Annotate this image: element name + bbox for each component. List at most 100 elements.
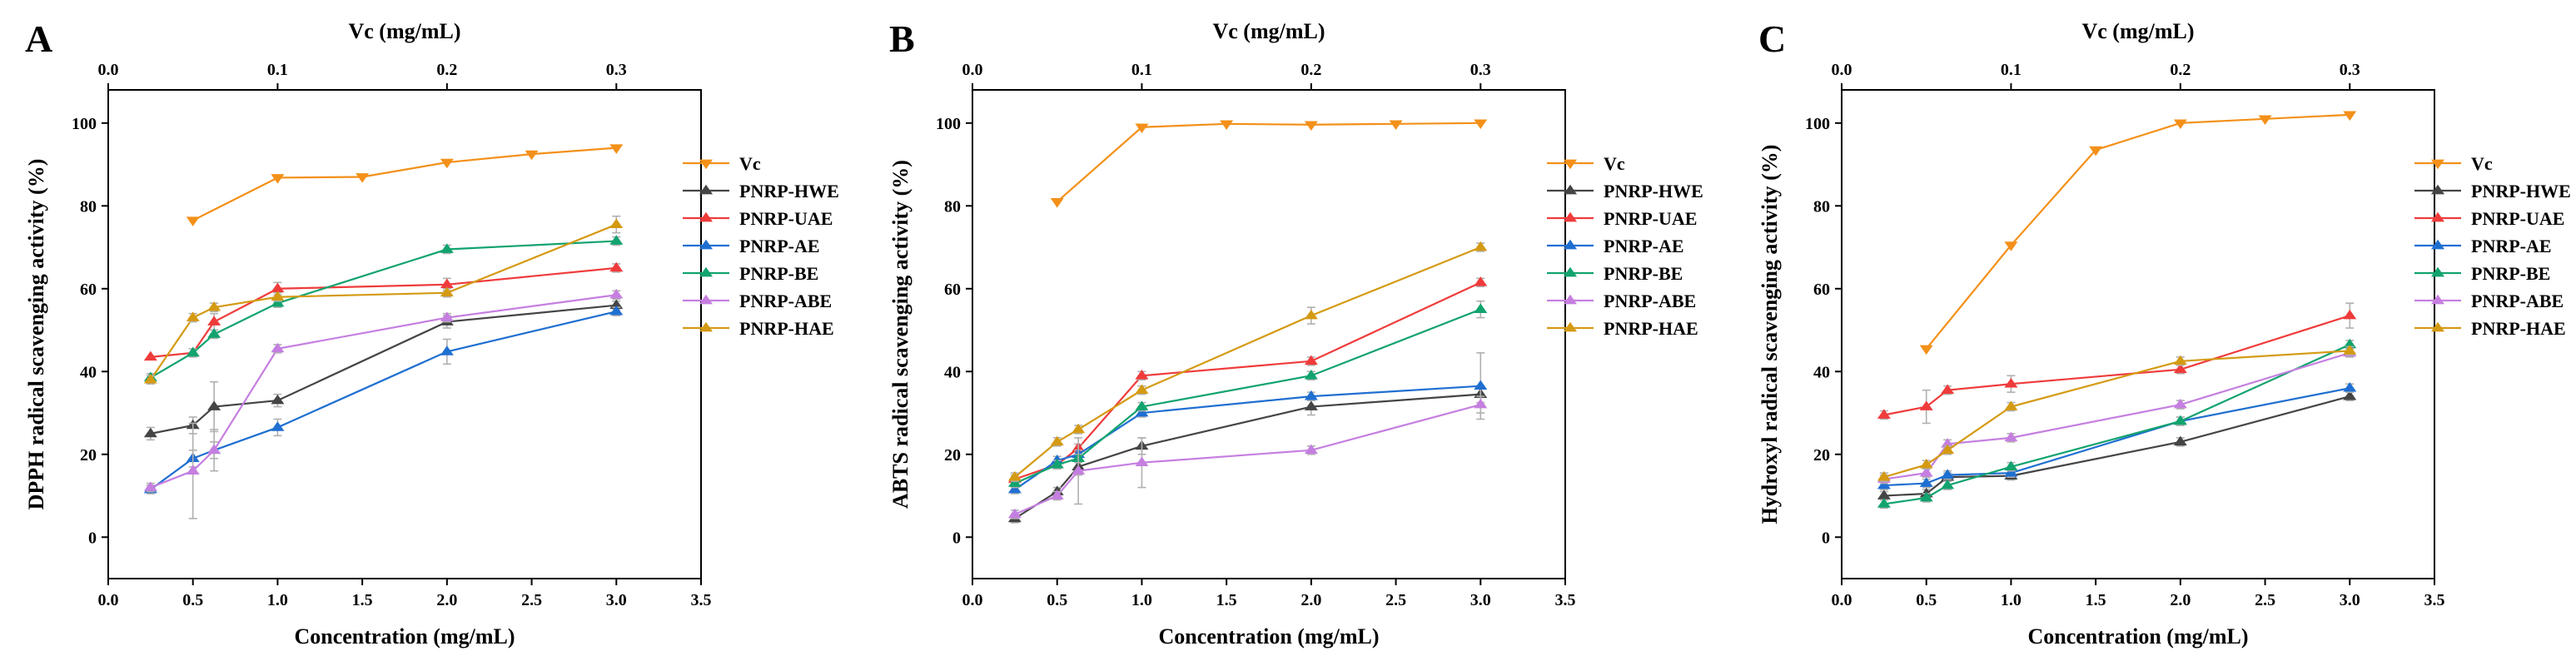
y-tick-label: 0 bbox=[88, 529, 97, 547]
legend-label: PNRP-HWE bbox=[1604, 181, 1703, 201]
x-tick-label: 1.5 bbox=[1216, 591, 1237, 609]
top-x-axis-title: Vc (mg/mL) bbox=[2081, 19, 2194, 43]
legend-label: PNRP-AE bbox=[2471, 236, 2552, 256]
legend-marker bbox=[2431, 239, 2444, 250]
data-point bbox=[1941, 438, 1955, 448]
series-pnrp-hae bbox=[1007, 241, 1488, 482]
series-line bbox=[192, 147, 617, 221]
data-point bbox=[2173, 363, 2187, 374]
legend-label: PNRP-AE bbox=[739, 236, 820, 256]
data-point bbox=[1135, 406, 1149, 417]
y-axis-title: DPPH radical scavenging activity (%) bbox=[24, 159, 48, 510]
series-line bbox=[1056, 122, 1481, 203]
legend-label: Vc bbox=[739, 153, 761, 174]
x-tick-label: 0.5 bbox=[1047, 591, 1067, 609]
series-line bbox=[150, 294, 617, 489]
x-tick-label: 1.0 bbox=[2001, 591, 2022, 609]
series-line bbox=[1883, 350, 2350, 479]
legend-label: PNRP-ABE bbox=[739, 291, 832, 311]
legend-marker bbox=[699, 294, 713, 305]
y-tick-label: 60 bbox=[80, 281, 97, 299]
y-tick-label: 0 bbox=[1822, 529, 1830, 547]
series-line bbox=[1014, 246, 1481, 478]
data-point bbox=[143, 427, 157, 438]
data-point bbox=[207, 400, 221, 410]
series-pnrp-uae bbox=[1877, 302, 2357, 425]
data-point bbox=[1220, 120, 1234, 130]
data-point bbox=[1919, 466, 1933, 477]
top-x-tick-label: 0.3 bbox=[2340, 61, 2360, 79]
x-tick-label: 2.5 bbox=[2255, 591, 2275, 609]
legend-marker bbox=[2431, 159, 2444, 170]
y-tick-label: 80 bbox=[944, 197, 961, 216]
panel-letter: C bbox=[1758, 17, 1786, 60]
series-line bbox=[1014, 385, 1481, 490]
series-line bbox=[1883, 343, 2350, 505]
series-line bbox=[150, 311, 617, 490]
data-point bbox=[1050, 458, 1064, 469]
y-tick-label: 80 bbox=[80, 197, 97, 216]
data-point bbox=[1877, 479, 1891, 490]
data-point bbox=[2343, 381, 2357, 392]
x-tick-label: 0.5 bbox=[182, 591, 203, 609]
data-point bbox=[1941, 479, 1955, 490]
data-point bbox=[2258, 115, 2272, 126]
data-point bbox=[207, 301, 221, 311]
legend-marker bbox=[1564, 239, 1577, 250]
data-point bbox=[1304, 444, 1318, 455]
top-x-tick-label: 0.0 bbox=[98, 61, 119, 79]
data-point bbox=[2004, 241, 2018, 251]
plot-frame bbox=[972, 89, 1566, 579]
series-pnrp-ae bbox=[1877, 381, 2357, 490]
y-tick-label: 0 bbox=[952, 529, 961, 547]
legend-marker bbox=[1564, 294, 1577, 305]
data-point bbox=[2343, 309, 2357, 320]
data-point bbox=[609, 235, 624, 245]
data-point bbox=[1474, 119, 1488, 129]
top-x-tick-label: 0.2 bbox=[2170, 61, 2191, 79]
data-point bbox=[2173, 415, 2187, 425]
series-vc bbox=[1919, 111, 2357, 355]
x-tick-label: 0.0 bbox=[1832, 591, 1852, 609]
data-point bbox=[2004, 460, 2018, 471]
series-pnrp-hae bbox=[1877, 345, 2357, 482]
series-line bbox=[150, 304, 617, 435]
y-tick-label: 20 bbox=[944, 446, 961, 465]
data-point bbox=[1007, 470, 1022, 481]
data-point bbox=[271, 282, 285, 293]
series-vc bbox=[186, 144, 624, 226]
legend-marker bbox=[2431, 321, 2444, 332]
x-tick-label: 3.0 bbox=[606, 591, 627, 609]
top-x-tick-label: 0.1 bbox=[267, 61, 288, 79]
x-tick-label: 2.0 bbox=[1300, 591, 1321, 609]
legend: Vc PNRP-HWE PNRP-UAE PNRP-AE PNRP-BE PNRP-ABE… bbox=[2414, 153, 2571, 339]
data-point bbox=[1877, 470, 1891, 481]
data-point bbox=[609, 305, 624, 316]
y-tick-label: 100 bbox=[72, 115, 97, 133]
series-line bbox=[1883, 387, 2350, 487]
data-point bbox=[1919, 458, 1933, 469]
y-axis-title: ABTS radical scavenging activity (%) bbox=[888, 160, 913, 509]
data-point bbox=[1072, 465, 1086, 475]
data-point bbox=[1304, 400, 1318, 410]
y-tick-label: 60 bbox=[1813, 281, 1830, 299]
legend-label: PNRP-AE bbox=[1604, 236, 1684, 256]
chart-panel-a: A 0.0 0.5 1.0 1.5 2.0 2.5 3.0 3.5 0.0 0.1 0.2 0.3 0 20… bbox=[24, 17, 839, 649]
series-line bbox=[150, 240, 617, 379]
series-line bbox=[149, 223, 617, 380]
legend-label: PNRP-UAE bbox=[739, 208, 833, 229]
data-point bbox=[1474, 241, 1488, 251]
chart-panel-b: B 0.0 0.5 1.0 1.5 2.0 2.5 3.0 3.5 0.0 0.1 0.2 0.3 0 20… bbox=[888, 17, 1703, 649]
legend: Vc PNRP-HWE PNRP-UAE PNRP-AE PNRP-BE PNRP-ABE… bbox=[683, 153, 839, 339]
data-point bbox=[271, 291, 285, 301]
y-tick-label: 80 bbox=[1813, 197, 1830, 216]
data-point bbox=[1304, 355, 1318, 365]
data-point bbox=[1007, 483, 1022, 494]
data-point bbox=[1072, 423, 1086, 434]
data-point bbox=[1304, 370, 1318, 380]
x-tick-label: 2.5 bbox=[1385, 591, 1406, 609]
x-tick-label: 2.5 bbox=[521, 591, 542, 609]
data-point bbox=[271, 421, 285, 431]
data-point bbox=[1007, 508, 1022, 519]
legend-label: PNRP-HAE bbox=[1604, 318, 1698, 339]
